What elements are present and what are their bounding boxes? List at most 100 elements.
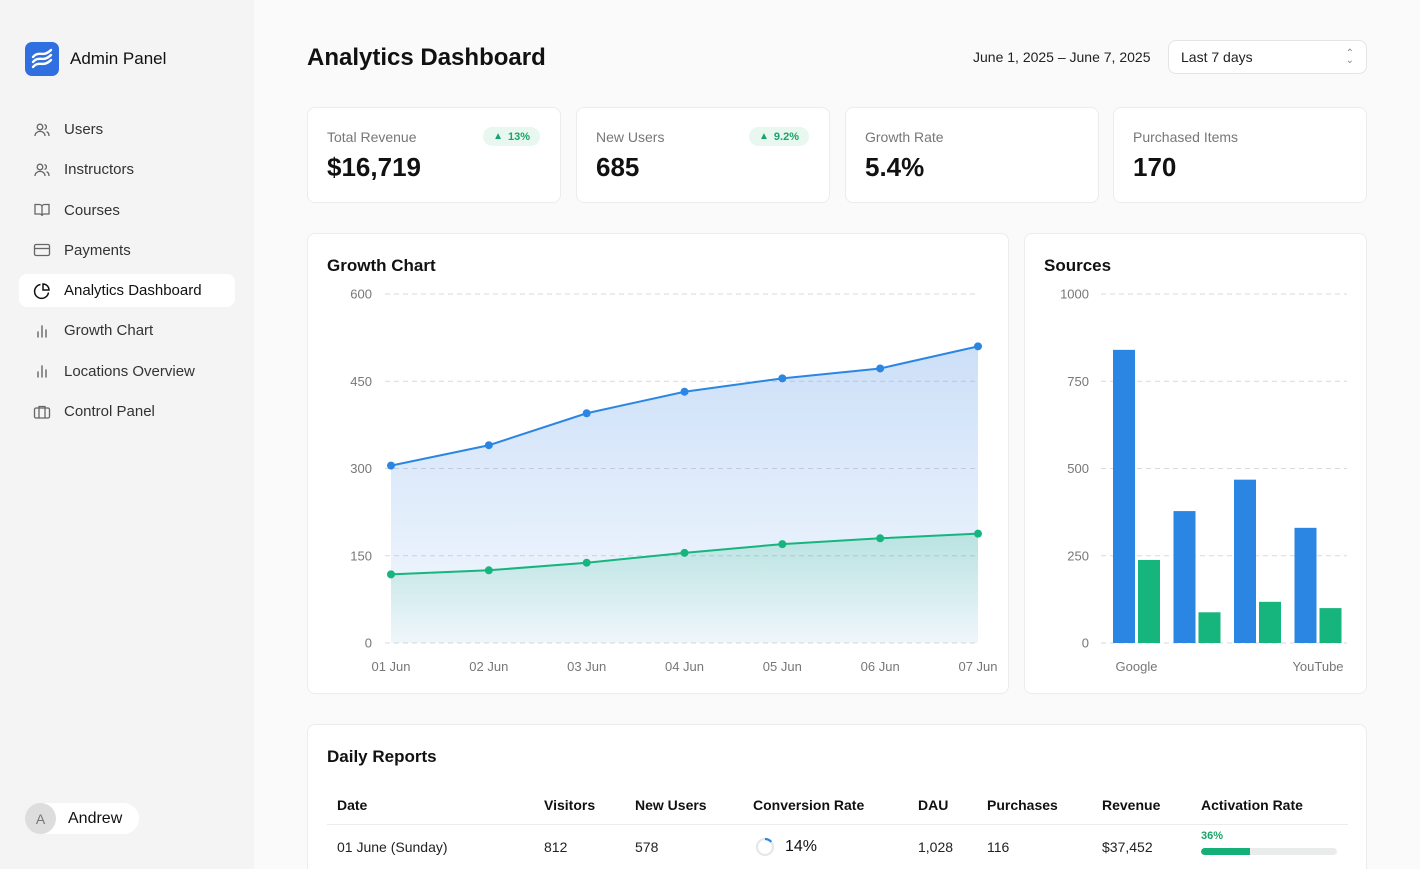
sidebar-item-payments[interactable]: Payments [19,234,235,267]
users-icon [33,161,51,179]
data-point [680,548,689,557]
x-tick-label: 05 Jun [763,659,802,674]
user-name: Andrew [68,809,123,827]
sidebar-item-users[interactable]: Users [19,113,235,146]
sidebar-item-label: Growth Chart [64,322,154,340]
daily-reports-panel: Daily Reports Date Visitors New Users Co… [307,724,1367,869]
bar [1198,612,1221,643]
stat-card-growth-rate: Growth Rate 5.4% [845,107,1099,203]
column-header-dau[interactable]: DAU [918,796,949,813]
data-point [484,566,493,575]
user-menu[interactable]: A Andrew [25,803,140,834]
credit-card-icon [33,241,51,259]
data-point [876,364,885,373]
date-range-select-value: Last 7 days [1181,49,1253,65]
column-header-activation-rate[interactable]: Activation Rate [1201,796,1303,813]
bar [1173,511,1196,643]
data-point [582,409,591,418]
trend-value: 13% [507,130,530,143]
stat-value: 5.4% [865,152,925,182]
sources-chart: 0 250 500 750 1000 Google YouTube [1060,287,1347,674]
stat-card-new-users: New Users ▲ 9.2% 685 [576,107,830,203]
sidebar-item-growth-chart[interactable]: Growth Chart [19,314,235,347]
sidebar-item-label: Courses [64,201,120,219]
daily-reports-title: Daily Reports [327,747,437,766]
table-row[interactable]: 01 June (Sunday) 812 578 14% 1,028 116 $… [327,825,1348,869]
activation-progress-fill [1201,848,1250,855]
daily-reports-table: Date Visitors New Users Conversion Rate … [327,785,1348,869]
bar [1294,527,1317,643]
column-header-conversion-rate[interactable]: Conversion Rate [753,796,865,813]
data-point [974,529,982,538]
stat-label: Growth Rate [865,129,944,145]
y-tick-label: 750 [1067,374,1089,389]
column-header-new-users[interactable]: New Users [635,796,707,813]
stat-label: Purchased Items [1133,129,1239,145]
bar [1138,559,1160,643]
conversion-progress-ring [755,837,775,857]
sidebar-item-control-panel[interactable]: Control Panel [19,395,235,428]
cell-conversion-rate: 14% [753,837,918,857]
bar-chart-icon [33,322,51,340]
y-tick-label: 150 [350,548,372,563]
stat-label: Total Revenue [327,129,417,145]
briefcase-icon [33,403,51,421]
cell-date: 01 June (Sunday) [337,839,448,855]
avatar: A [25,803,56,834]
y-tick-label: 1000 [1060,287,1089,302]
cell-purchases: 116 [987,839,1010,855]
trend-badge: ▲ 9.2% [749,127,809,146]
sidebar: Admin Panel Users Instructors Courses Pa… [0,0,254,869]
data-point [778,540,787,549]
activation-value: 36% [1201,830,1224,842]
bar [1319,608,1342,643]
x-tick-label: 04 Jun [665,659,704,674]
activation-progress-bar [1201,848,1337,855]
y-tick-label: 500 [1067,461,1089,476]
x-tick-label: 06 Jun [861,659,900,674]
data-point [778,374,787,383]
sidebar-item-courses[interactable]: Courses [19,194,235,227]
column-header-purchases[interactable]: Purchases [987,796,1058,813]
app-logo-icon [25,42,59,76]
date-range-select[interactable]: Last 7 days ⌃ ⌄ [1168,40,1367,74]
y-tick-label: 600 [350,287,372,302]
conversion-value: 14% [785,838,818,855]
chevron-up-down-icon: ⌃ ⌄ [1345,48,1354,66]
date-range: June 1, 2025 – June 7, 2025 [973,49,1151,65]
brand[interactable]: Admin Panel [25,42,166,76]
stat-card-purchased-items: Purchased Items 170 [1113,107,1367,203]
column-header-visitors[interactable]: Visitors [544,796,596,813]
sources-panel: Sources 0 250 500 750 1000 Google YouTube [1024,233,1367,694]
x-tick-label: 01 Jun [371,659,410,674]
data-point [387,461,395,470]
page-title: Analytics Dashboard [307,44,546,71]
stat-card-total-revenue: Total Revenue ▲ 13% $16,719 [307,107,561,203]
x-tick-label: Google [1116,659,1158,674]
x-tick-label: 02 Jun [469,659,508,674]
trend-up-icon: ▲ [759,131,769,142]
y-tick-label: 250 [1067,548,1089,563]
cell-dau: 1,028 [918,839,954,855]
sources-chart-title: Sources [1044,256,1112,275]
sidebar-item-label: Instructors [64,161,135,179]
cell-visitors: 812 [544,839,568,855]
column-header-date[interactable]: Date [337,796,368,813]
trend-up-icon: ▲ [493,131,503,142]
stat-value: 685 [596,152,640,182]
pie-chart-icon [33,282,51,300]
users-icon [33,121,51,139]
column-header-revenue[interactable]: Revenue [1102,796,1161,813]
cell-revenue: $37,452 [1102,839,1153,855]
sidebar-item-analytics-dashboard[interactable]: Analytics Dashboard [19,274,235,308]
sidebar-item-label: Control Panel [64,403,155,421]
bar [1234,479,1256,643]
trend-value: 9.2% [773,130,799,143]
sidebar-item-instructors[interactable]: Instructors [19,153,235,186]
bar [1113,349,1135,643]
y-tick-label: 450 [350,374,372,389]
sidebar-item-locations-overview[interactable]: Locations Overview [19,355,235,388]
trend-badge: ▲ 13% [483,127,540,146]
stat-value: 170 [1133,152,1177,182]
book-icon [33,201,51,219]
